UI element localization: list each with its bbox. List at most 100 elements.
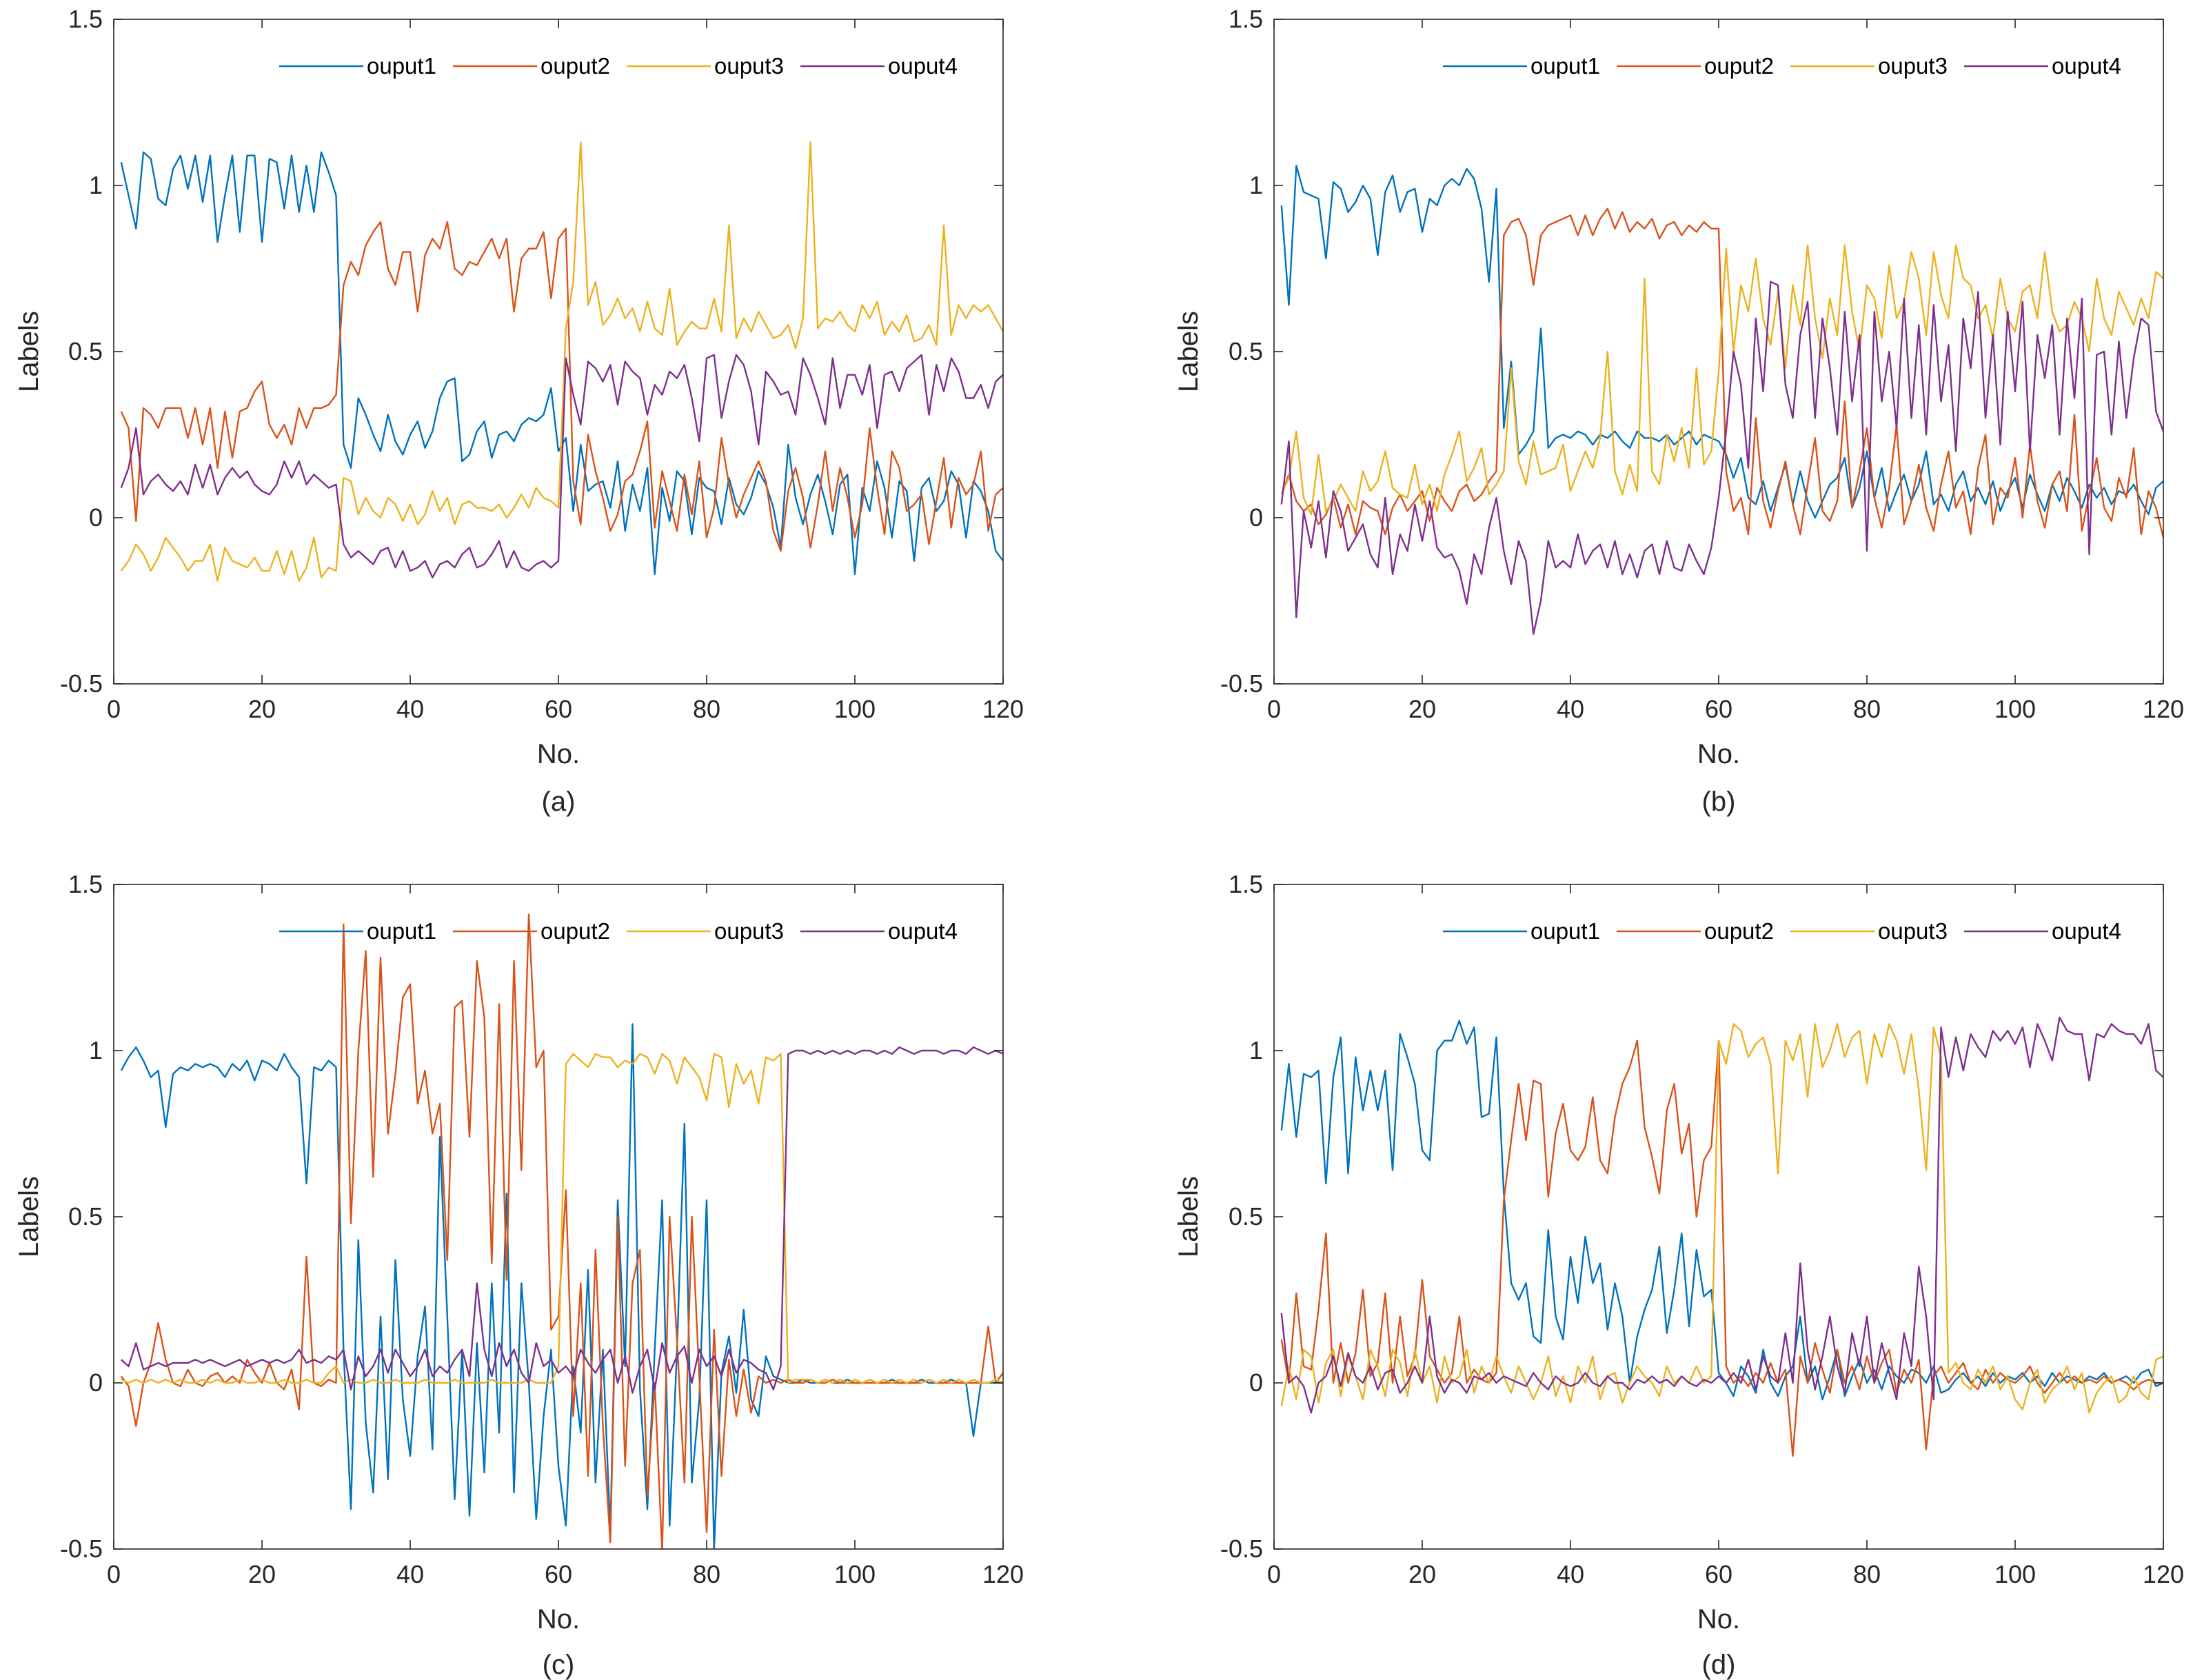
- x-tick-label: 0: [107, 695, 121, 723]
- x-tick-label: 0: [107, 1560, 121, 1588]
- x-axis-label: No.: [537, 1604, 580, 1635]
- y-tick-label: 0.5: [68, 1202, 103, 1231]
- legend-label-ouput1: ouput1: [367, 918, 436, 944]
- legend-label-ouput4: ouput4: [2052, 918, 2121, 944]
- x-axis-label: No.: [1697, 739, 1740, 769]
- x-tick-label: 120: [982, 1560, 1024, 1588]
- y-tick-label: -0.5: [1220, 669, 1263, 698]
- x-tick-label: 100: [1994, 695, 2036, 723]
- legend: ouput1 ouput2 ouput3 ouput4: [279, 918, 958, 944]
- subplot-caption: (a): [542, 787, 576, 817]
- x-tick-label: 80: [1853, 1560, 1881, 1588]
- plot-area: [114, 19, 1003, 684]
- legend: ouput1 ouput2 ouput3 ouput4: [1443, 918, 2121, 944]
- y-tick-label: -0.5: [60, 669, 103, 698]
- y-tick-label: 1: [89, 171, 103, 199]
- x-tick-label: 40: [396, 1560, 424, 1588]
- y-tick-label: 1: [1249, 1036, 1263, 1064]
- legend-label-ouput3: ouput3: [1878, 918, 1948, 944]
- x-tick-label: 100: [834, 695, 876, 723]
- x-tick-label: 80: [693, 695, 720, 723]
- x-tick-label: 40: [1557, 695, 1584, 723]
- subplot-caption: (b): [1702, 787, 1736, 817]
- x-tick-label: 120: [982, 695, 1024, 723]
- y-tick-label: 0: [89, 1368, 103, 1397]
- y-tick-label: 1.5: [68, 5, 103, 33]
- series-line-ouput4: [1280, 281, 2163, 635]
- plot-area: [1274, 19, 2163, 684]
- y-tick-label: 0.5: [68, 337, 103, 365]
- series-line-ouput3: [1280, 1023, 2163, 1414]
- legend-label-ouput2: ouput2: [1704, 53, 1774, 79]
- series-line-ouput4: [120, 354, 1003, 578]
- series-group: [1280, 164, 2163, 635]
- series-line-ouput3: [120, 141, 1003, 582]
- series-line-ouput1: [1280, 1020, 2163, 1401]
- y-tick-label: 0.5: [1229, 337, 1263, 365]
- legend-label-ouput4: ouput4: [2052, 53, 2121, 79]
- legend-label-ouput2: ouput2: [540, 53, 610, 79]
- x-tick-label: 20: [1408, 695, 1436, 723]
- y-axis-label: Labels: [14, 1176, 44, 1257]
- legend-label-ouput3: ouput3: [1878, 53, 1948, 79]
- legend-label-ouput1: ouput1: [367, 53, 436, 79]
- x-tick-label: 40: [396, 695, 424, 723]
- y-axis-label: Labels: [14, 311, 44, 392]
- series-line-ouput2: [1280, 1040, 2163, 1457]
- legend: ouput1 ouput2 ouput3 ouput4: [1443, 53, 2121, 79]
- y-tick-label: 0: [1249, 503, 1263, 532]
- y-tick-label: 0.5: [1229, 1202, 1263, 1231]
- x-axis-label: No.: [1697, 1604, 1740, 1635]
- y-tick-label: 1.5: [68, 870, 103, 898]
- x-tick-label: 60: [1705, 1560, 1732, 1588]
- legend-label-ouput3: ouput3: [714, 53, 784, 79]
- legend: ouput1 ouput2 ouput3 ouput4: [279, 53, 958, 79]
- x-tick-label: 80: [693, 1560, 720, 1588]
- y-axis-label: Labels: [1173, 1176, 1204, 1257]
- x-tick-label: 100: [1994, 1560, 2036, 1588]
- x-axis-label: No.: [537, 739, 580, 769]
- legend-label-ouput3: ouput3: [714, 918, 784, 944]
- x-tick-label: 20: [248, 1560, 276, 1588]
- series-line-ouput2: [120, 221, 1003, 552]
- plot-area: [114, 884, 1003, 1549]
- x-tick-label: 0: [1267, 1560, 1281, 1588]
- y-tick-label: -0.5: [60, 1535, 103, 1563]
- y-tick-label: 1: [89, 1036, 103, 1064]
- y-tick-label: 1.5: [1229, 870, 1263, 898]
- y-tick-label: 0: [89, 503, 103, 532]
- y-tick-label: -0.5: [1220, 1535, 1263, 1563]
- x-tick-label: 120: [2143, 695, 2184, 723]
- plot-area: [1274, 884, 2163, 1549]
- subplot-caption: (d): [1702, 1650, 1736, 1680]
- subplot-caption: (c): [543, 1650, 575, 1680]
- x-tick-label: 60: [545, 695, 572, 723]
- y-tick-label: 0: [1249, 1368, 1263, 1397]
- x-tick-label: 20: [248, 695, 276, 723]
- legend-label-ouput4: ouput4: [888, 53, 958, 79]
- series-line-ouput2: [120, 913, 1003, 1549]
- series-line-ouput1: [1280, 164, 2163, 519]
- y-axis-label: Labels: [1173, 311, 1204, 392]
- x-tick-label: 20: [1408, 1560, 1436, 1588]
- series-group: [120, 141, 1003, 582]
- x-tick-label: 40: [1557, 1560, 1584, 1588]
- x-tick-label: 120: [2143, 1560, 2184, 1588]
- series-line-ouput3: [1280, 244, 2163, 516]
- y-tick-label: 1.5: [1229, 5, 1263, 33]
- series-line-ouput4: [120, 1046, 1003, 1394]
- legend-label-ouput2: ouput2: [1704, 918, 1774, 944]
- legend-label-ouput1: ouput1: [1530, 918, 1600, 944]
- series-line-ouput3: [121, 1053, 1003, 1384]
- legend-label-ouput4: ouput4: [888, 918, 958, 944]
- x-tick-label: 0: [1267, 695, 1281, 723]
- x-tick-label: 60: [1705, 695, 1732, 723]
- series-group: [120, 913, 1003, 1549]
- legend-label-ouput2: ouput2: [540, 918, 610, 944]
- series-line-ouput4: [1280, 1016, 2163, 1414]
